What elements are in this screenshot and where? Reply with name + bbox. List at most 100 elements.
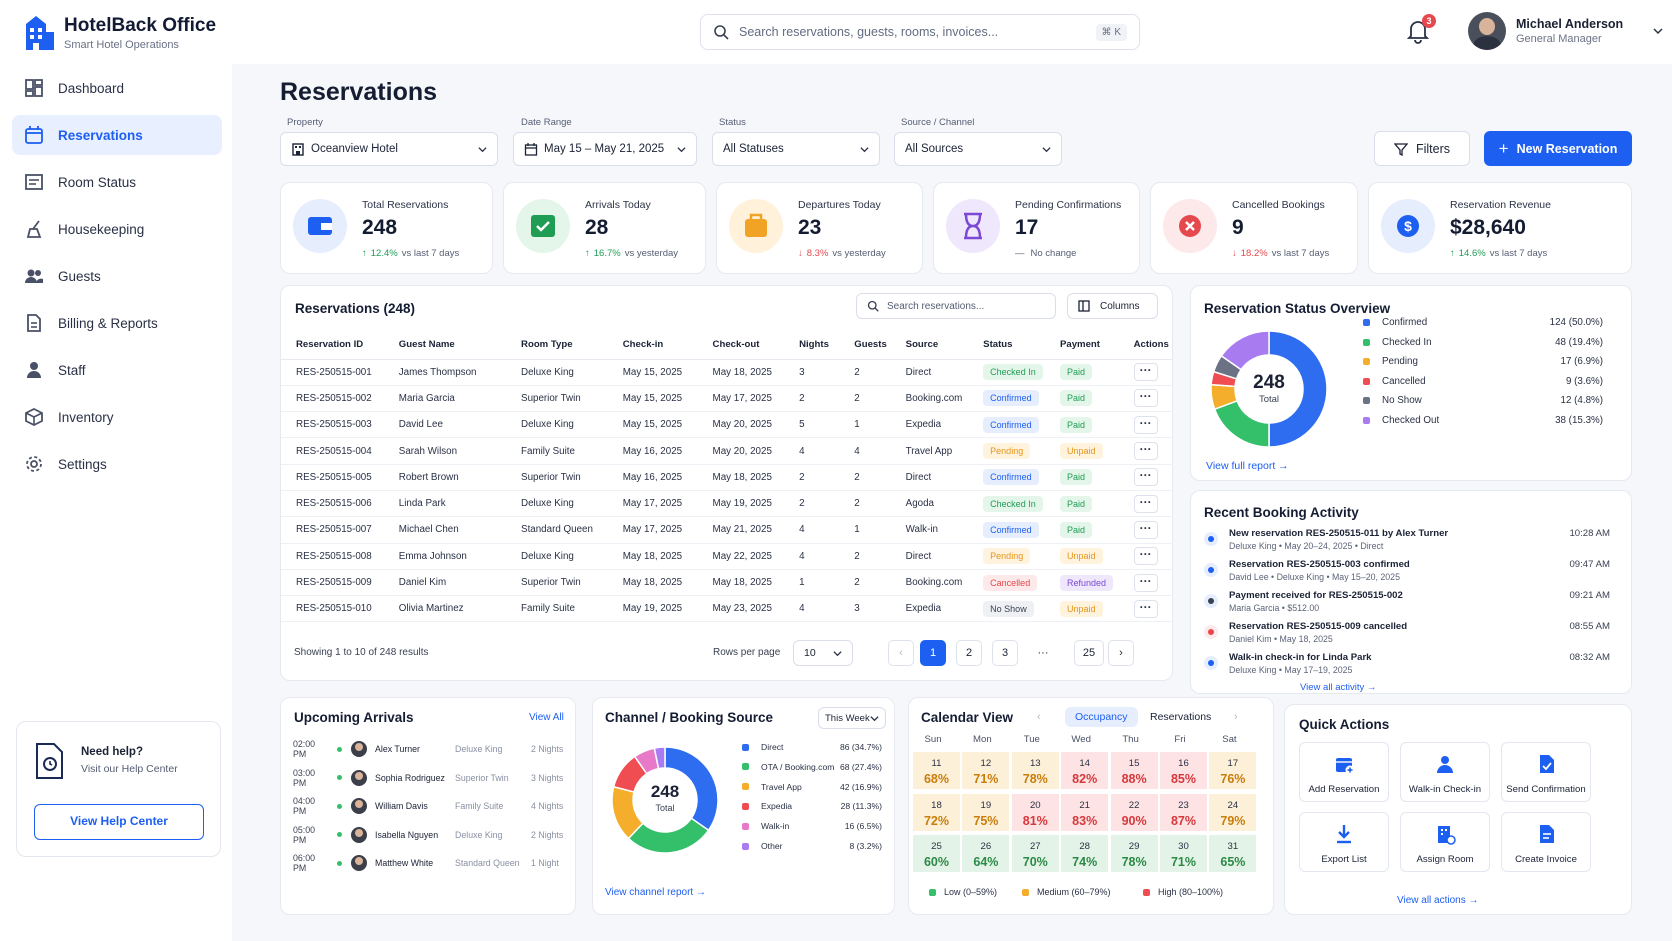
table-row[interactable]: RES-250515-010 Olivia Martinez Family Suit… [281, 595, 1173, 623]
more-actions-icon[interactable]: ··· [1133, 494, 1158, 513]
app-logo[interactable]: HotelBack Office Smart Hotel Operations [22, 14, 216, 52]
column-header-status[interactable]: Status [968, 330, 1045, 360]
activity-title[interactable]: New reservation RES-250515-011 by Alex T… [1229, 528, 1449, 539]
activity-title[interactable]: Reservation RES-250515-003 confirmed [1229, 559, 1410, 570]
activity-title[interactable]: Walk-in check-in for Linda Park [1229, 652, 1372, 663]
arrival-item[interactable]: 05:00 PM Isabella Nguyen Deluxe King 2 Nigh… [293, 825, 573, 845]
calendar-cell[interactable]: 27 70% [1011, 835, 1060, 873]
pagination-prev[interactable]: ‹ [888, 640, 914, 666]
calendar-cell[interactable]: 19 75% [962, 793, 1011, 832]
more-actions-icon[interactable]: ··· [1133, 389, 1158, 408]
user-menu[interactable]: Michael Anderson General Manager [1468, 12, 1663, 50]
pagination-next[interactable]: › [1108, 640, 1134, 666]
sidebar-item-billing-reports[interactable]: Billing & Reports [12, 303, 222, 343]
kpi-card-pending-confirmations[interactable]: Pending Confirmations 17 — No change [933, 182, 1140, 274]
channel-slice-other[interactable] [653, 746, 666, 770]
column-header-nights[interactable]: Nights [784, 330, 840, 360]
pagination-page[interactable]: 25 [1074, 640, 1104, 666]
view-all-activity-link[interactable]: View all activity → [1300, 682, 1377, 693]
table-row[interactable]: RES-250515-009 Daniel Kim Superior Twin May… [281, 569, 1173, 597]
calendar-cell[interactable]: 17 76% [1209, 752, 1258, 790]
column-header-reservation-id[interactable]: Reservation ID [281, 330, 384, 360]
status-slice-checked-out[interactable] [1220, 330, 1270, 371]
calendar-cell[interactable]: 29 78% [1110, 835, 1159, 873]
calendar-prev-button[interactable]: ‹ [1037, 711, 1041, 723]
more-actions-icon[interactable]: ··· [1133, 599, 1158, 618]
view-channel-report-link[interactable]: View channel report → [605, 887, 706, 898]
arrival-item[interactable]: 03:00 PM Sophia Rodriguez Superior Twin 3 N… [293, 768, 573, 788]
quick-action-export-list[interactable]: Export List [1299, 812, 1389, 872]
calendar-cell[interactable]: 28 74% [1061, 835, 1110, 873]
calendar-cell[interactable]: 20 81% [1011, 793, 1060, 832]
calendar-cell[interactable]: 31 65% [1209, 835, 1258, 873]
more-actions-icon[interactable]: ··· [1133, 363, 1158, 382]
kpi-card-departures-today[interactable]: Departures Today 23 ↓ 8.3% vs yesterday [716, 182, 923, 274]
view-all-actions-link[interactable]: View all actions → [1397, 895, 1479, 906]
more-actions-icon[interactable]: ··· [1133, 520, 1158, 539]
more-actions-icon[interactable]: ··· [1133, 547, 1158, 566]
calendar-cell[interactable]: 30 71% [1160, 835, 1208, 873]
channel-slice-direct[interactable] [664, 746, 719, 832]
calendar-cell[interactable]: 16 85% [1160, 752, 1208, 790]
kpi-card-total-reservations[interactable]: Total Reservations 248 ↑ 12.4% vs last 7 day… [280, 182, 493, 274]
table-row[interactable]: RES-250515-003 David Lee Deluxe King May 15… [281, 411, 1173, 439]
sidebar-item-reservations[interactable]: Reservations [12, 115, 222, 155]
quick-action-send-confirmation[interactable]: Send Confirmation [1501, 742, 1591, 802]
more-actions-icon[interactable]: ··· [1133, 442, 1158, 461]
table-row[interactable]: RES-250515-008 Emma Johnson Deluxe King May… [281, 543, 1173, 570]
table-row[interactable]: RES-250515-004 Sarah Wilson Family Suite Ma… [281, 437, 1173, 465]
pagination-page[interactable]: 2 [956, 640, 982, 666]
property-select[interactable]: Oceanview Hotel [280, 132, 498, 166]
sidebar-item-settings[interactable]: Settings [12, 444, 222, 484]
columns-button[interactable]: Columns [1067, 293, 1158, 319]
column-header-source[interactable]: Source [890, 330, 969, 360]
sidebar-item-inventory[interactable]: Inventory [12, 397, 222, 437]
column-header-guest-name[interactable]: Guest Name [383, 330, 507, 360]
kpi-card-arrivals-today[interactable]: Arrivals Today 28 ↑ 16.7% vs yesterday [503, 182, 706, 274]
arrival-item[interactable]: 06:00 PM Matthew White Standard Queen 1 Nig… [293, 853, 573, 873]
date-range-select[interactable]: May 15 – May 21, 2025 [513, 132, 697, 166]
more-actions-icon[interactable]: ··· [1133, 573, 1158, 592]
source-select[interactable]: All Sources [894, 132, 1062, 166]
table-row[interactable]: RES-250515-001 James Thompson Deluxe King M… [281, 359, 1173, 386]
column-header-guests[interactable]: Guests [839, 330, 891, 360]
quick-action-create-invoice[interactable]: Create Invoice [1501, 812, 1591, 872]
sidebar-item-housekeeping[interactable]: Housekeeping [12, 209, 222, 249]
kpi-card-reservation-revenue[interactable]: $ Reservation Revenue $28,640 ↑ 14.6% vs last… [1368, 182, 1632, 274]
view-full-report-link[interactable]: View full report → [1206, 460, 1289, 472]
table-search[interactable]: Search reservations... [856, 293, 1056, 319]
quick-action-assign-room[interactable]: Assign Room [1400, 812, 1490, 872]
activity-title[interactable]: Reservation RES-250515-009 cancelled [1229, 621, 1408, 632]
activity-title[interactable]: Payment received for RES-250515-002 [1229, 590, 1403, 601]
sidebar-item-dashboard[interactable]: Dashboard [12, 68, 222, 108]
global-search-input[interactable]: Search reservations, guests, rooms, invo… [739, 25, 999, 39]
calendar-next-button[interactable]: › [1234, 711, 1238, 723]
calendar-cell[interactable]: 26 64% [962, 835, 1011, 873]
more-actions-icon[interactable]: ··· [1133, 415, 1158, 434]
calendar-cell[interactable]: 15 88% [1110, 752, 1159, 790]
column-header-check-out[interactable]: Check-out [697, 330, 785, 360]
pagination-page[interactable]: 3 [992, 640, 1018, 666]
sidebar-item-guests[interactable]: Guests [12, 256, 222, 296]
calendar-cell[interactable]: 11 68% [913, 752, 961, 790]
column-header-payment[interactable]: Payment [1044, 330, 1119, 360]
arrival-item[interactable]: 04:00 PM William Davis Family Suite 4 Night… [293, 796, 573, 816]
calendar-cell[interactable]: 21 83% [1061, 793, 1110, 832]
calendar-cell[interactable]: 23 87% [1160, 793, 1208, 832]
global-search[interactable]: Search reservations, guests, rooms, invo… [700, 14, 1140, 50]
column-header-room-type[interactable]: Room Type [506, 330, 608, 360]
table-row[interactable]: RES-250515-006 Linda Park Deluxe King May 1… [281, 490, 1173, 518]
table-row[interactable]: RES-250515-005 Robert Brown Superior Twin M… [281, 464, 1173, 491]
column-header-check-in[interactable]: Check-in [607, 330, 698, 360]
calendar-cell[interactable]: 22 90% [1110, 793, 1159, 832]
quick-action-walk-in-check-in[interactable]: Walk-in Check-in [1400, 742, 1490, 802]
status-slice-confirmed[interactable] [1268, 330, 1328, 448]
tab-reservations[interactable]: Reservations [1150, 711, 1212, 723]
quick-action-add-reservation[interactable]: Add Reservation [1299, 742, 1389, 802]
sidebar-item-staff[interactable]: Staff [12, 350, 222, 390]
calendar-cell[interactable]: 13 78% [1011, 752, 1060, 790]
new-reservation-button[interactable]: + New Reservation [1484, 131, 1632, 166]
rows-per-page-select[interactable]: 10 [793, 640, 853, 666]
calendar-cell[interactable]: 12 71% [962, 752, 1011, 790]
calendar-cell[interactable]: 25 60% [913, 835, 961, 873]
